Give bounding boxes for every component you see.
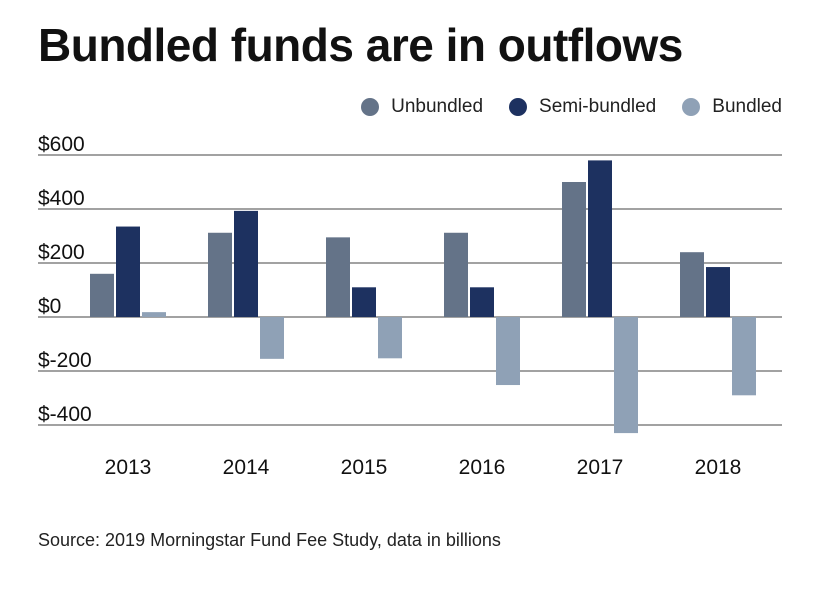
source-note: Source: 2019 Morningstar Fund Fee Study,… [38, 530, 501, 550]
bar-semi-bundled-2017 [588, 160, 612, 317]
legend-item: Bundled [682, 96, 782, 118]
bar-bundled-2016 [496, 317, 520, 386]
x-tick-label: 2016 [459, 456, 506, 479]
bar-bundled-2018 [732, 317, 756, 396]
bar-unbundled-2018 [680, 252, 704, 317]
bar-semi-bundled-2015 [352, 287, 376, 317]
bar-bundled-2014 [260, 317, 284, 359]
y-tick-label: $600 [38, 133, 85, 156]
bar-semi-bundled-2018 [706, 267, 730, 317]
bar-bundled-2013 [142, 312, 166, 317]
legend-item: Semi-bundled [509, 96, 656, 118]
bar-bundled-2015 [378, 317, 402, 359]
legend-swatch [509, 98, 528, 116]
legend: Unbundled Semi-bundled Bundled [361, 96, 782, 118]
legend-label: Unbundled [391, 96, 484, 117]
y-tick-label: $200 [38, 241, 85, 264]
bar-semi-bundled-2014 [234, 210, 258, 317]
bar-unbundled-2013 [90, 273, 114, 317]
x-tick-label: 2014 [223, 456, 270, 479]
x-tick-label: 2013 [105, 456, 152, 479]
bar-bundled-2017 [614, 317, 638, 434]
y-tick-label: $400 [38, 187, 85, 210]
bar-semi-bundled-2013 [116, 226, 140, 317]
y-tick-label: $0 [38, 295, 61, 318]
y-tick-label: $-200 [38, 349, 92, 372]
legend-label: Bundled [712, 96, 782, 117]
legend-label: Semi-bundled [539, 96, 657, 117]
bar-semi-bundled-2016 [470, 287, 494, 317]
legend-item: Unbundled [361, 96, 483, 118]
x-tick-label: 2018 [695, 456, 742, 479]
bar-unbundled-2015 [326, 237, 350, 317]
x-tick-label: 2015 [341, 456, 388, 479]
y-tick-label: $-400 [38, 403, 92, 426]
bar-unbundled-2017 [562, 182, 586, 317]
x-tick-label: 2017 [577, 456, 624, 479]
bar-unbundled-2014 [208, 232, 232, 317]
legend-swatch [361, 98, 380, 116]
legend-swatch [682, 98, 701, 116]
chart-title: Bundled funds are in outflows [38, 19, 683, 71]
bar-unbundled-2016 [444, 232, 468, 317]
